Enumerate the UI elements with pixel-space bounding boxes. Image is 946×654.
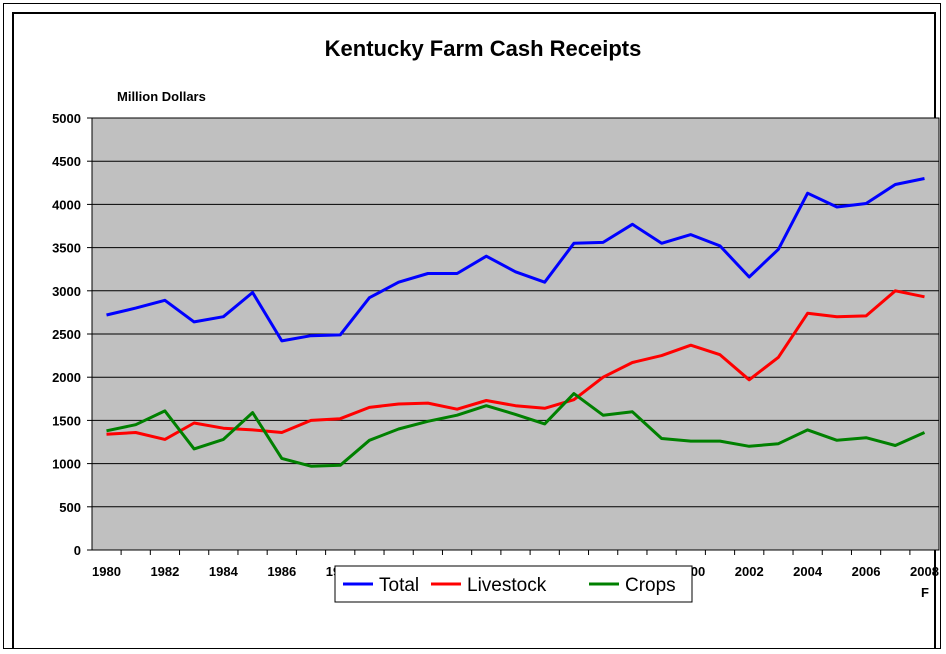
legend-box — [334, 565, 693, 603]
y-tick-label: 500 — [59, 500, 81, 515]
y-tick-label: 2000 — [52, 370, 81, 385]
y-tick-label: 5000 — [52, 111, 81, 126]
legend-label-crops: Crops — [625, 575, 676, 596]
series-line-crops — [106, 392, 926, 468]
y-tick-label: 0 — [74, 543, 81, 558]
x-tick-label: 1980 — [92, 564, 121, 579]
y-tick-label: 4000 — [52, 197, 81, 212]
gridlines — [92, 160, 939, 508]
x-tick-label: 2004 — [793, 564, 823, 579]
x-tick-label: 1984 — [209, 564, 239, 579]
y-tick-label: 3500 — [52, 241, 81, 256]
y-tick-label: 4500 — [52, 154, 81, 169]
x-axis-note: F — [921, 585, 929, 600]
x-tick-label: 1986 — [267, 564, 296, 579]
y-axis-ticks: 0 500 1000 1500 2000 2500 3000 3500 4000 4500 5000 — [52, 111, 92, 558]
y-tick-label: 1000 — [52, 457, 81, 472]
legend-label-livestock: Livestock — [467, 575, 547, 596]
y-tick-label: 1500 — [52, 413, 81, 428]
y-tick-label: 3000 — [52, 284, 81, 299]
chart-title: Kentucky Farm Cash Receipts — [325, 36, 642, 61]
y-tick-label: 2500 — [52, 327, 81, 342]
x-tick-label: 2002 — [735, 564, 764, 579]
series-lines — [106, 177, 926, 468]
series-line-total — [106, 177, 925, 343]
x-tick-label: 2008 — [910, 564, 939, 579]
x-tick-label: 2006 — [852, 564, 881, 579]
x-tick-label: 1982 — [150, 564, 179, 579]
legend-label-total: Total — [379, 575, 419, 596]
legend: Total Livestock Crops — [334, 565, 693, 603]
y-axis-unit-label: Million Dollars — [117, 89, 206, 104]
series-line-livestock — [106, 289, 925, 441]
